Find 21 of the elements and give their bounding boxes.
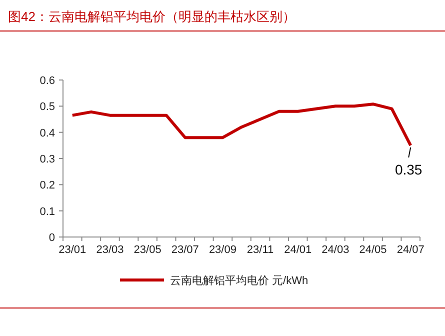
x-tick-label: 24/03 [322, 244, 350, 256]
y-tick-label: 0.1 [40, 206, 55, 218]
y-tick-label: 0.3 [40, 154, 55, 166]
x-tick-label: 23/03 [96, 244, 124, 256]
x-tick-label: 24/01 [284, 244, 312, 256]
y-tick-label: 0.5 [40, 101, 55, 114]
y-tick-label: 0 [48, 232, 55, 244]
x-tick-label: 23/05 [134, 244, 162, 256]
x-tick-label: 23/01 [58, 244, 86, 256]
y-tick-label: 0.2 [40, 180, 55, 192]
legend-label: 云南电解铝平均电价 元/kWh [170, 274, 308, 287]
x-tick-label: 24/05 [359, 244, 387, 256]
x-tick-label: 23/07 [171, 244, 199, 256]
chart-title: 图42：云南电解铝平均电价（明显的丰枯水区别） [8, 9, 296, 24]
y-tick-label: 0.4 [40, 127, 55, 140]
x-tick-label: 23/11 [246, 244, 274, 256]
x-tick-label: 24/07 [396, 244, 424, 256]
x-tick-label: 23/09 [208, 244, 236, 256]
annotation: 0.35 [394, 161, 422, 178]
y-tick-label: 0.6 [40, 75, 55, 87]
line-series [70, 102, 412, 147]
